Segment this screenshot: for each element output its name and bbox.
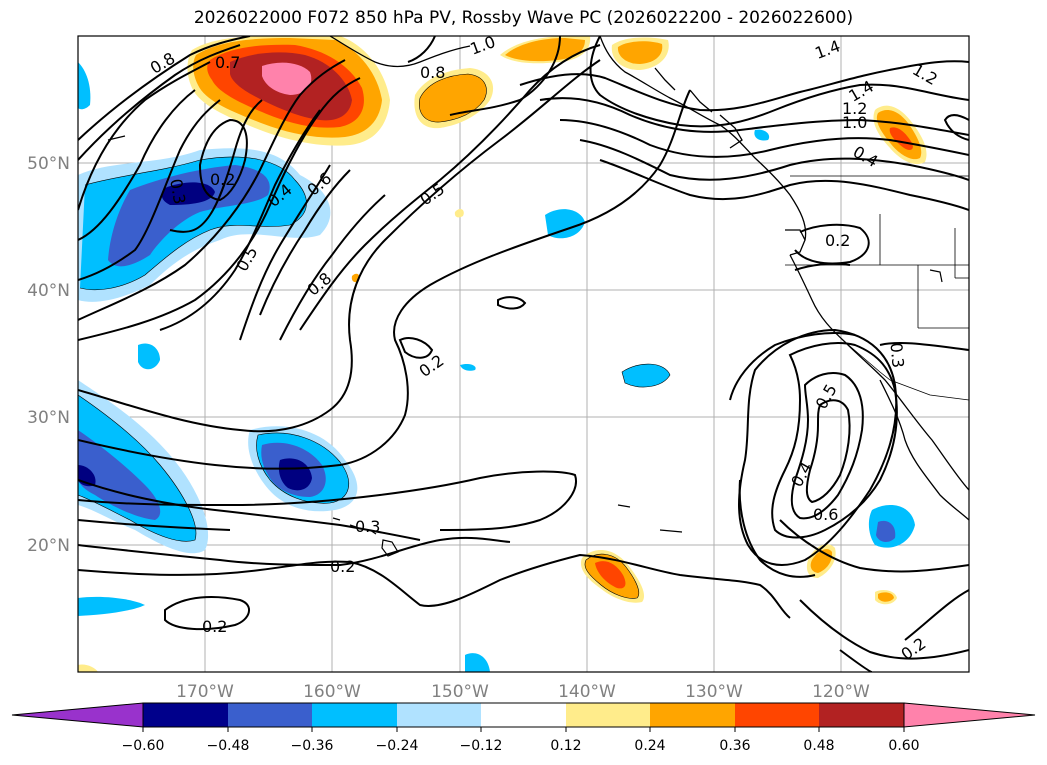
lat-label: 40°N xyxy=(27,281,70,301)
longitude-labels: 170°W 160°W 150°W 140°W 130°W 120°W xyxy=(176,682,870,702)
lon-label: 130°W xyxy=(685,682,743,702)
contour-label: 0.3 xyxy=(355,517,380,536)
lon-label: 140°W xyxy=(558,682,616,702)
colorbar-tick: 0.60 xyxy=(888,738,919,754)
lat-label: 50°N xyxy=(27,154,70,174)
colorbar-tick: −0.60 xyxy=(122,738,165,754)
map-frame xyxy=(77,35,970,673)
contour-label: 0.2 xyxy=(330,557,355,576)
lat-label: 30°N xyxy=(27,408,70,428)
colorbar-tick: 0.48 xyxy=(803,738,834,754)
map-title: 2026022000 F072 850 hPa PV, Rossby Wave … xyxy=(193,8,854,28)
contour-label: 1.0 xyxy=(842,113,867,132)
colorbar-tick: 0.24 xyxy=(634,738,665,754)
contour-label: 0.6 xyxy=(813,505,838,524)
colorbar-tick: −0.36 xyxy=(291,738,334,754)
contour-label: 0.2 xyxy=(210,170,235,189)
contour-label: 0.7 xyxy=(215,53,240,72)
colorbar-tick: −0.12 xyxy=(460,738,503,754)
contour-label: 1.2 xyxy=(842,99,867,118)
latitude-labels: 50°N 40°N 30°N 20°N xyxy=(27,154,70,556)
lon-label: 120°W xyxy=(812,682,870,702)
colorbar-tick: −0.48 xyxy=(207,738,250,754)
contour-label: 0.2 xyxy=(825,231,850,250)
contour-label: 0.3 xyxy=(887,342,908,369)
colorbar-tick: −0.24 xyxy=(376,738,419,754)
contour-label: 0.2 xyxy=(202,617,227,636)
colorbar: −0.60 −0.48 −0.36 −0.24 −0.12 0.12 0.24 … xyxy=(11,702,1036,754)
anomaly-outlines xyxy=(78,73,671,599)
contour-label: 0.3 xyxy=(166,177,189,205)
lon-label: 160°W xyxy=(303,682,361,702)
lat-label: 20°N xyxy=(27,536,70,556)
lon-label: 150°W xyxy=(431,682,489,702)
colorbar-tick: 0.36 xyxy=(719,738,750,754)
pv-contours xyxy=(78,36,969,672)
colorbar-tick: 0.12 xyxy=(550,738,581,754)
lon-label: 170°W xyxy=(176,682,234,702)
contour-label: 0.8 xyxy=(420,63,445,82)
